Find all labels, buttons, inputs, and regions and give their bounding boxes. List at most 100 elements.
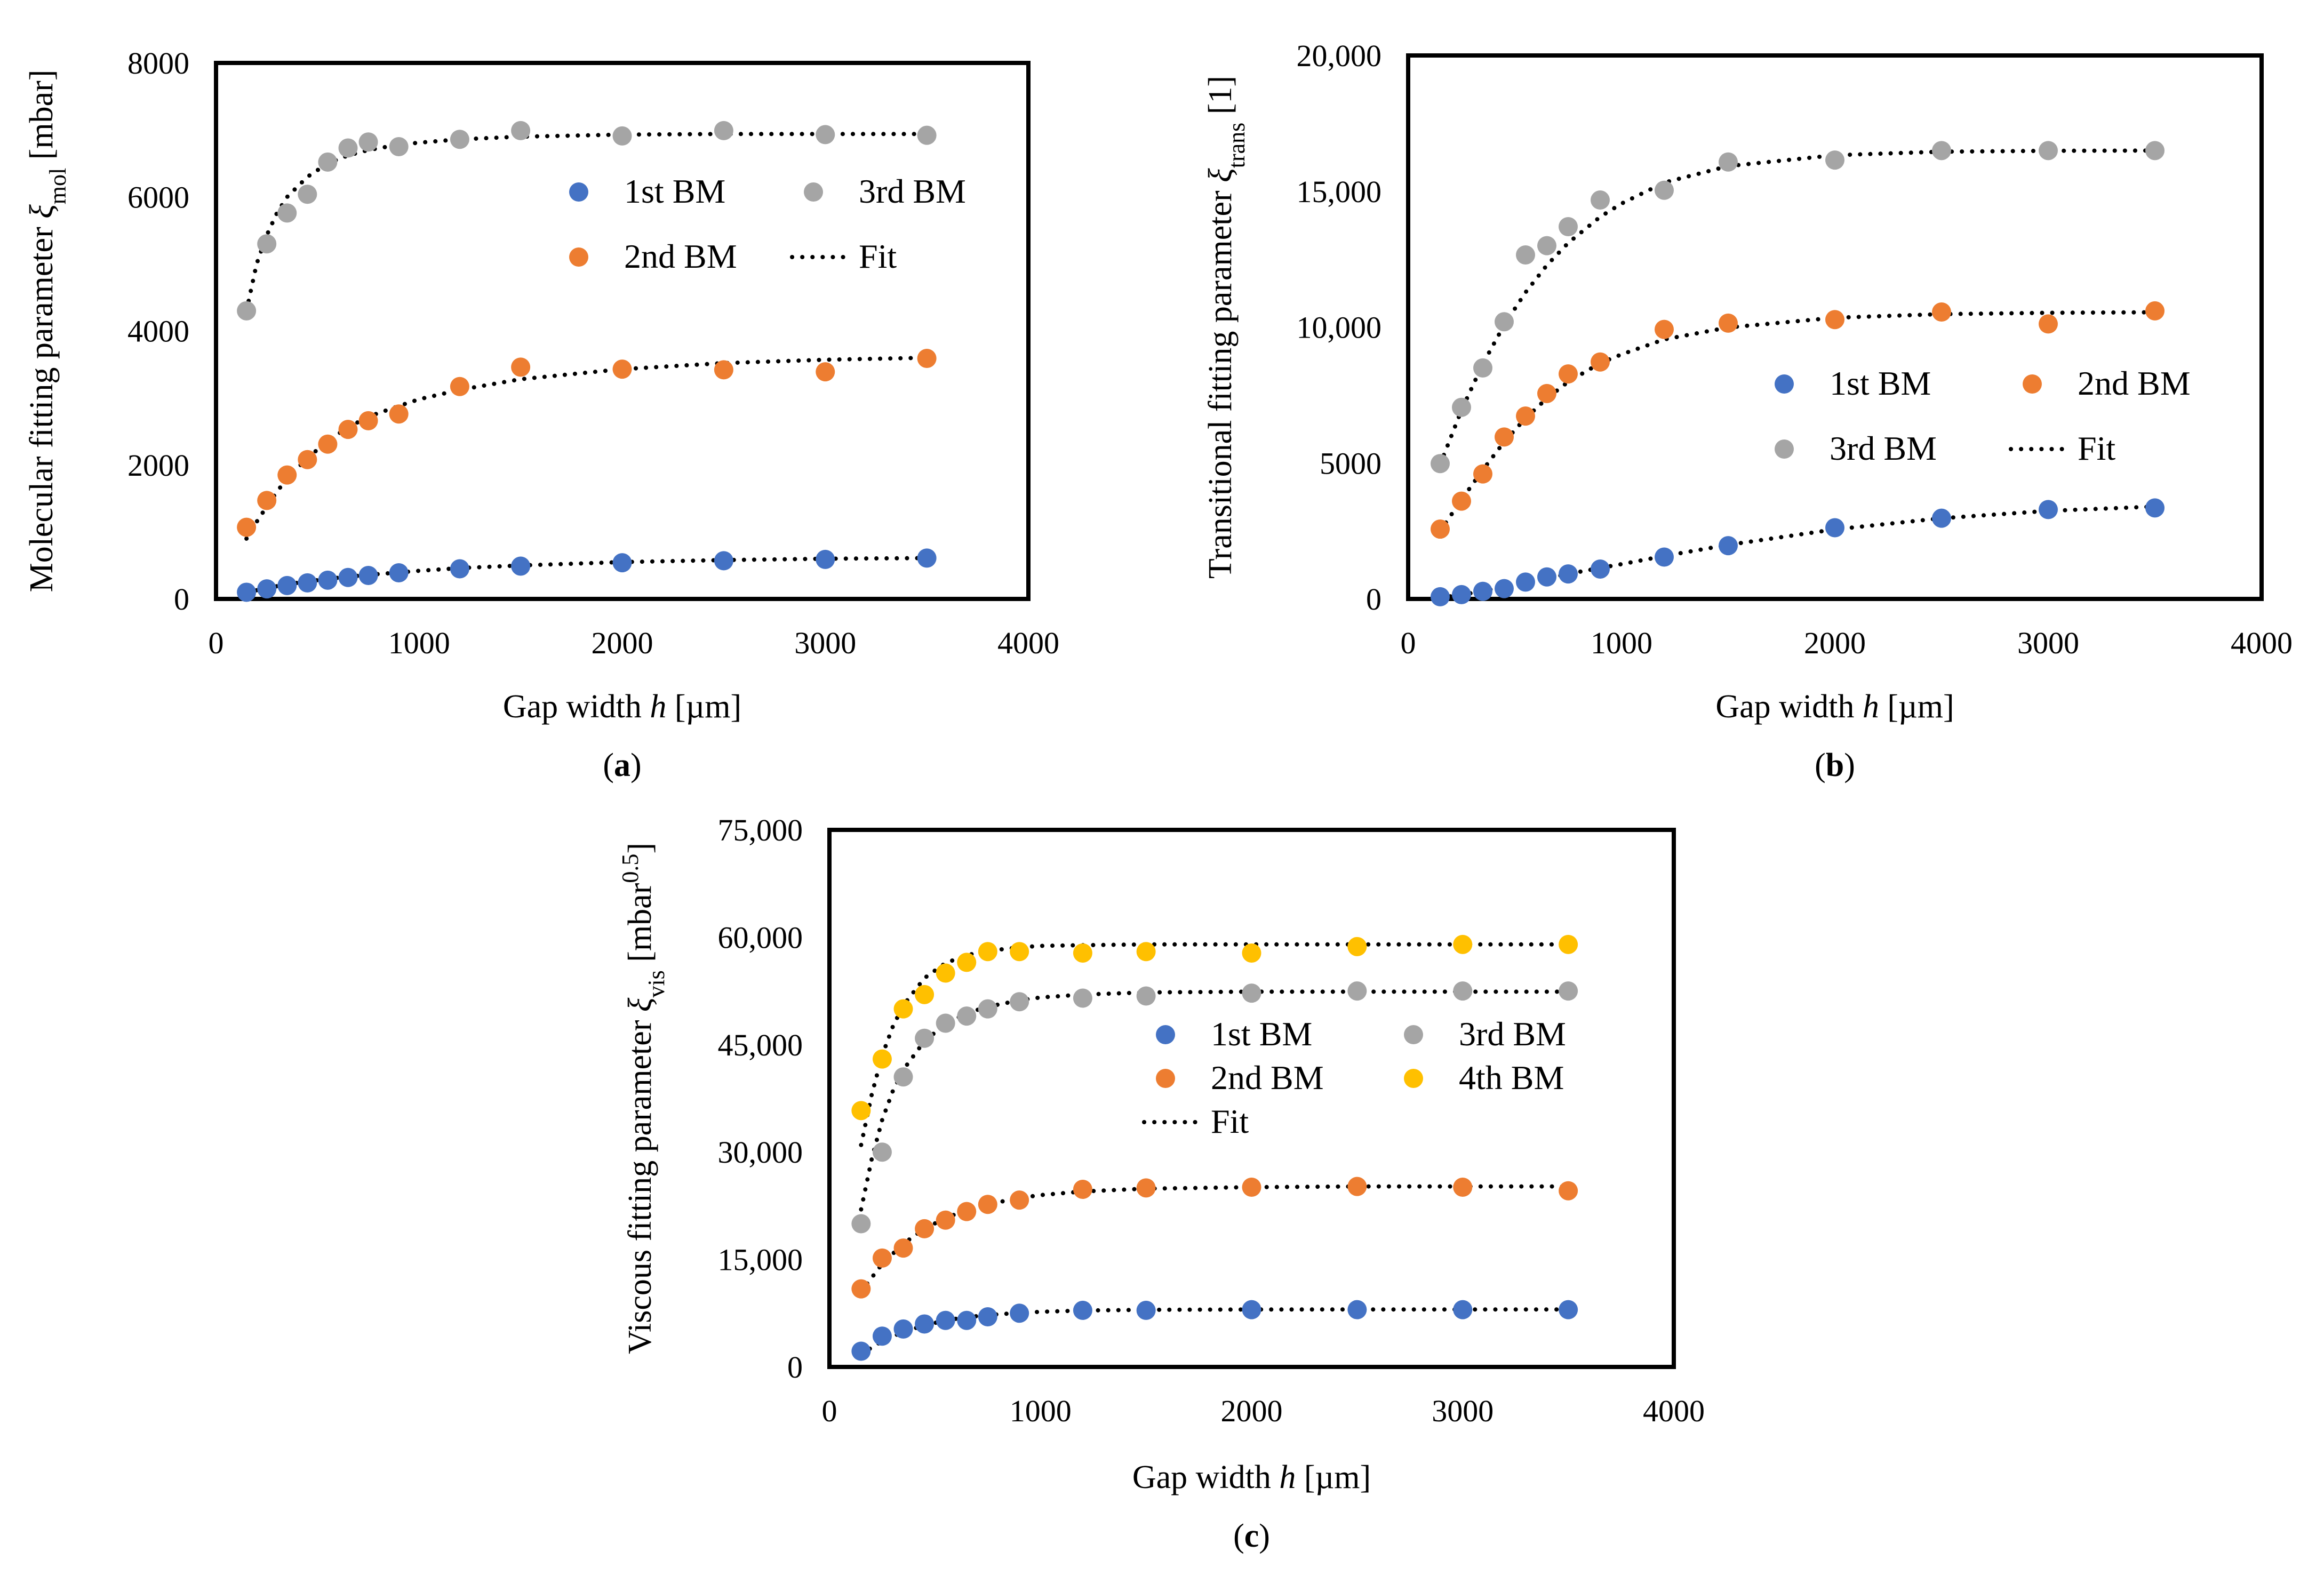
data-point-2nd-bm — [714, 360, 733, 380]
data-point-2nd-bm — [1825, 310, 1844, 330]
data-point-2nd-bm — [1559, 1181, 1578, 1201]
data-point-1st-bm — [1825, 518, 1844, 538]
x-tick-label: 2000 — [1221, 1394, 1283, 1428]
data-point-2nd-bm — [1347, 1177, 1367, 1196]
data-point-1st-bm — [257, 579, 277, 599]
panel-label: (b) — [1815, 747, 1855, 783]
legend-marker-4th-bm — [1404, 1069, 1423, 1088]
data-point-1st-bm — [1453, 1300, 1473, 1319]
series-3rd-bm — [237, 121, 937, 321]
data-point-1st-bm — [1537, 567, 1556, 587]
panel-label-open: ( — [603, 747, 614, 783]
data-point-1st-bm — [1073, 1300, 1092, 1320]
legend-label-1st-bm: 1st BM — [1830, 364, 1931, 402]
data-point-1st-bm — [2039, 500, 2058, 519]
data-point-2nd-bm — [1559, 364, 1578, 384]
chart-c: 0 1000 2000 3000 4000 0 15,000 30,000 45,000 60,0… — [617, 813, 1705, 1554]
x-tick-label: 4000 — [1643, 1394, 1705, 1428]
legend-marker-2nd-bm — [1156, 1069, 1175, 1088]
legend-marker-2nd-bm — [569, 247, 588, 267]
data-point-1st-bm — [389, 563, 409, 583]
data-point-3rd-bm — [511, 121, 531, 140]
legend-label-fit: Fit — [2078, 429, 2115, 467]
data-point-2nd-bm — [1073, 1180, 1092, 1199]
data-point-3rd-bm — [2145, 141, 2165, 161]
panel-label-open: ( — [1815, 747, 1826, 783]
y-tick-label: 6000 — [127, 180, 189, 214]
data-point-2nd-bm — [1242, 1177, 1261, 1197]
data-point-2nd-bm — [1932, 302, 1951, 322]
data-point-3rd-bm — [1431, 454, 1450, 474]
data-point-1st-bm — [1473, 581, 1492, 601]
panel-label-letter: a — [614, 747, 630, 783]
y-tick-label: 5000 — [1320, 446, 1381, 481]
y-axis-title-subscript: trans — [1224, 123, 1250, 169]
data-point-1st-bm — [298, 573, 317, 593]
x-axis-title: Gap width h [µm] — [1132, 1459, 1371, 1495]
data-point-3rd-bm — [1242, 983, 1261, 1003]
data-point-4th-bm — [915, 985, 935, 1004]
data-point-2nd-bm — [338, 420, 358, 439]
legend-label-fit: Fit — [859, 237, 897, 275]
y-axis-title-subscript: mol — [45, 168, 71, 204]
x-tick-label: 3000 — [1432, 1394, 1494, 1428]
y-tick-label: 10,000 — [1297, 310, 1382, 345]
chart-a: 0 1000 2000 3000 4000 0 2000 4000 6000 8000 Gap wi… — [23, 46, 1059, 783]
series-2nd-bm — [1431, 301, 2165, 539]
data-point-3rd-bm — [1537, 236, 1556, 255]
y-tick-label: 4000 — [127, 314, 189, 349]
data-point-3rd-bm — [1073, 988, 1092, 1008]
data-point-3rd-bm — [978, 999, 997, 1019]
plot-area-frame — [827, 828, 1676, 1369]
legend-label-fit: Fit — [1211, 1102, 1249, 1140]
data-point-2nd-bm — [1473, 464, 1492, 484]
y-tick-label: 2000 — [127, 448, 189, 483]
data-point-3rd-bm — [1655, 180, 1674, 200]
panel-label-close: ) — [1259, 1518, 1270, 1554]
data-point-2nd-bm — [1495, 427, 1514, 447]
data-point-4th-bm — [893, 999, 913, 1019]
data-point-4th-bm — [1073, 943, 1092, 963]
y-tick-label: 0 — [787, 1350, 803, 1385]
data-point-3rd-bm — [1591, 190, 1610, 210]
data-point-3rd-bm — [816, 125, 835, 145]
fit-curve-3 — [1438, 148, 2157, 467]
data-point-3rd-bm — [851, 1214, 871, 1234]
y-axis-title-unit: [mbar] — [23, 70, 60, 168]
data-point-1st-bm — [1516, 572, 1535, 592]
legend-label-4th-bm: 4th BM — [1459, 1059, 1564, 1097]
legend-marker-3rd-bm — [1775, 439, 1794, 459]
data-point-3rd-bm — [277, 203, 297, 223]
data-point-1st-bm — [917, 548, 937, 568]
data-point-2nd-bm — [612, 359, 632, 379]
x-tick-label: 2000 — [592, 626, 653, 660]
data-point-4th-bm — [1453, 934, 1473, 954]
y-axis-title: Transitional fitting parameter ξtrans [1… — [1202, 76, 1250, 579]
data-point-3rd-bm — [612, 126, 632, 146]
y-tick-label: 15,000 — [1297, 174, 1382, 209]
y-tick-label: 75,000 — [718, 813, 803, 847]
data-point-3rd-bm — [936, 1013, 955, 1033]
y-axis-title-close: ] — [622, 843, 658, 854]
data-point-2nd-bm — [237, 517, 257, 537]
x-tick-label: 3000 — [794, 626, 856, 660]
x-tick-label: 4000 — [997, 626, 1059, 660]
data-point-1st-bm — [511, 556, 531, 576]
legend-label-2nd-bm: 2nd BM — [1211, 1059, 1324, 1097]
legend-marker-1st-bm — [569, 182, 588, 202]
data-point-2nd-bm — [1537, 383, 1556, 403]
panel-label-letter: b — [1826, 747, 1844, 783]
data-point-3rd-bm — [358, 132, 378, 152]
data-point-1st-bm — [714, 551, 733, 571]
data-point-1st-bm — [358, 566, 378, 586]
y-axis-title-unit: [1] — [1202, 76, 1239, 123]
y-axis-title: Viscous fitting parameter ξvis [mbar0.5] — [617, 843, 669, 1354]
data-point-1st-bm — [936, 1310, 955, 1330]
data-point-2nd-bm — [1452, 491, 1471, 511]
data-point-1st-bm — [1242, 1300, 1261, 1319]
data-point-3rd-bm — [389, 137, 409, 157]
data-point-2nd-bm — [957, 1202, 977, 1221]
data-point-1st-bm — [1591, 559, 1610, 579]
data-point-2nd-bm — [915, 1219, 935, 1238]
legend-label-1st-bm: 1st BM — [1211, 1015, 1312, 1053]
